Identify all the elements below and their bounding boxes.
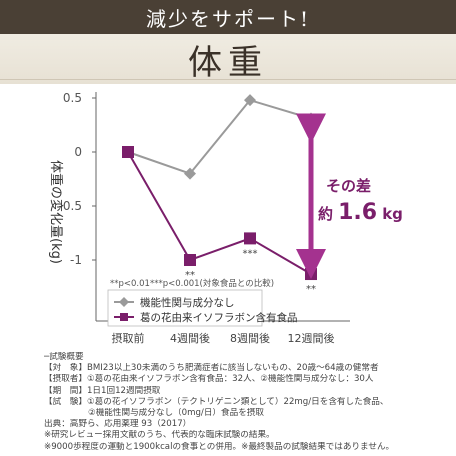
y-tick-label: 0	[74, 145, 82, 159]
difference-number: 1.6	[338, 200, 377, 225]
significance-label: **	[306, 284, 316, 295]
series-control	[122, 94, 317, 180]
legend-marker-isoflavone	[120, 313, 128, 321]
series-isoflavone	[122, 146, 317, 281]
legend-box	[107, 289, 263, 327]
y-axis-label: 体重の変化量(kg)	[48, 160, 64, 264]
summary-line: 出典：高野ら、応用薬理 93（2017）	[44, 419, 192, 430]
x-tick-label: 4週間後	[170, 331, 210, 345]
data-point	[184, 167, 196, 180]
series-line	[127, 151, 312, 275]
legend-label-control: 機能性関与成分なし	[140, 296, 235, 309]
x-tick-label: 12週間後	[288, 331, 335, 345]
difference-unit: kg	[382, 205, 403, 223]
significance-label: ***	[243, 248, 258, 259]
difference-value: 約 1.6 kg	[318, 200, 403, 225]
header-text: 減少をサポート!	[145, 6, 311, 31]
p-value-note: **p<0.01***p<0.001(対象食品との比較)	[110, 278, 274, 289]
y-tick-label: 0.5	[63, 91, 82, 105]
summary-line: 【摂取者】①葛の花由来イソフラボン含有食品：32人、②機能性関与成分なし：30人	[44, 374, 374, 385]
weight-change-chart: 0.5 0 -0.5 -1 体重の変化量(kg) 摂取前 4週間後 8週間後 1…	[48, 91, 403, 345]
summary-line: ※9000歩程度の運動と1900kcalの食事との併用。※最終製品の試験結果では…	[44, 441, 395, 452]
data-point	[184, 254, 196, 266]
summary-line: ※研究レビュー採用文献のうち、代表的な臨床試験の結果。	[44, 430, 275, 441]
banner-divider	[0, 79, 456, 80]
page-title: 体重	[188, 42, 268, 83]
header-bar: 減少をサポート!	[0, 0, 456, 34]
legend-marker-control	[119, 297, 129, 307]
summary-line: 【期 間】1日1回12週間摂取	[44, 385, 161, 396]
study-summary: ─試験概要 【対 象】BMI23以上30未満のうち肥満症者に該当しないもの、20…	[44, 352, 448, 453]
x-tick-label: 8週間後	[230, 331, 270, 345]
y-tick-label: -0.5	[59, 199, 82, 213]
y-tick-label: -1	[70, 253, 82, 267]
series-line	[127, 99, 312, 175]
significance-label: **	[185, 270, 195, 281]
data-point	[244, 232, 256, 245]
summary-line: 【対 象】BMI23以上30未満のうち肥満症者に該当しないもの、20歳～64歳の…	[44, 363, 379, 374]
summary-heading: ─試験概要	[44, 352, 84, 362]
summary-line: ②機能性関与成分なし（0mg/日）食品を摂取	[88, 408, 264, 419]
data-point	[244, 94, 256, 107]
data-point	[305, 268, 317, 281]
data-point	[122, 146, 134, 158]
legend-label-isoflavone: 葛の花由来イソフラボン含有食品	[140, 311, 298, 324]
difference-caption: その差	[326, 177, 371, 195]
difference-prefix: 約	[318, 205, 333, 223]
title-banner: 体重	[0, 34, 456, 84]
data-point	[305, 112, 317, 125]
x-tick-label: 摂取前	[112, 331, 145, 345]
summary-line: 【試 験】①葛の花イソフラボン（テクトリゲニン類として）22mg/日を含有した食…	[44, 396, 389, 407]
